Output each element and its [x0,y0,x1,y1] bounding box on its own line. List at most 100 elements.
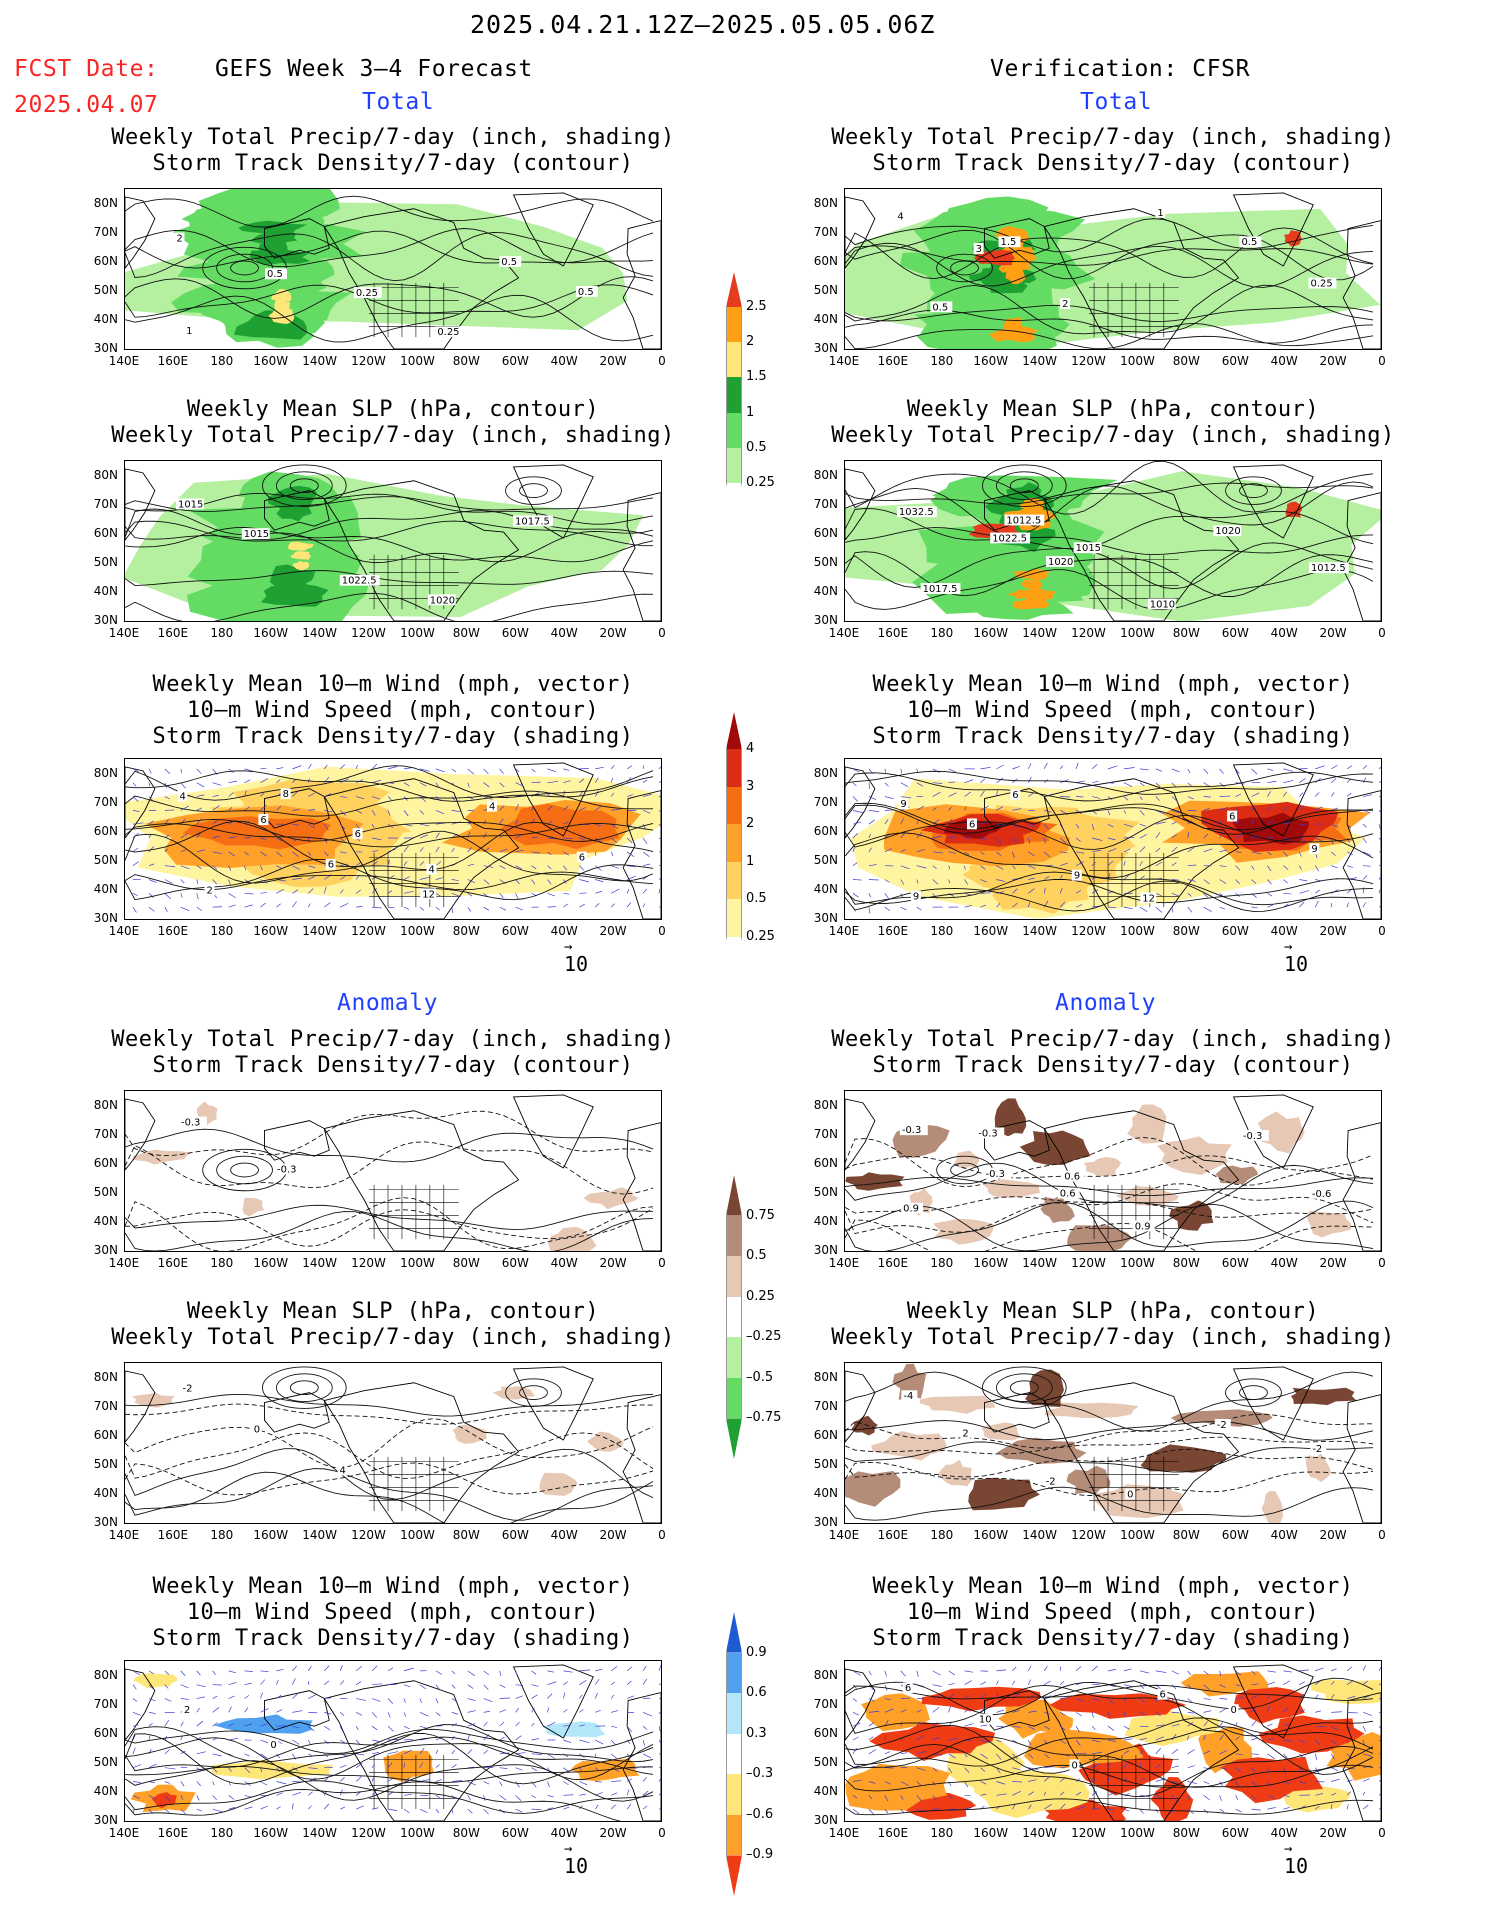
colorbar-label: 0.3 [746,1725,767,1741]
lat-tick-label: 80N [813,1370,838,1384]
lon-tick-label: 160W [253,1528,289,1542]
lat-tick-label: 80N [93,1668,118,1682]
vf-panel-title: Weekly Mean 10–m Wind (mph, vector) 10–m … [814,1574,1412,1652]
lat-tick-label: 30N [813,1515,838,1529]
contour-label: 0.6 [1064,1172,1080,1183]
lon-tick-label: 140E [828,1826,860,1840]
left-section-anomaly: Anomaly [337,990,439,1016]
lon-tick-label: 140W [1022,924,1058,938]
contour-label: 0 [1127,1490,1133,1501]
panel-title-line: Weekly Mean SLP (hPa, contour) [906,1299,1320,1324]
right-section-total: Total [1080,89,1153,115]
lon-tick-label: 60W [1221,1826,1249,1840]
lon-tick-label: 180 [930,1826,954,1840]
lat-tick-label: 60N [93,526,118,540]
colorbar-segment [726,749,742,787]
colorbar-label: 2 [746,334,755,350]
lon-tick-label: 160W [253,1826,289,1840]
lon-tick-label: 140W [302,626,338,640]
vf-panel-title: Weekly Total Precip/7-day (inch, shading… [814,1027,1412,1079]
vf-map-panel: 6 10 0 6 0 [844,1660,1382,1822]
colorbar-segment [726,824,742,862]
lon-tick-label: 40W [550,1528,578,1542]
colorbar-segment [726,1733,742,1775]
colorbar-segment [726,1175,742,1216]
lat-tick-label: 30N [93,1243,118,1257]
lat-tick-label: 50N [813,1457,838,1471]
lon-tick-label: 0 [658,1528,666,1542]
vector-reference-arrow: → [1284,1841,1293,1857]
colorbar-segment [726,1774,742,1815]
contour-label: 1012.5 [1311,563,1346,574]
lon-tick-label: 20W [1319,1256,1347,1270]
lon-tick-label: 160W [973,626,1009,640]
lat-tick-label: 60N [93,1726,118,1740]
lon-tick-label: 80W [1172,924,1200,938]
contour-label: 2 [962,1429,968,1440]
lon-tick-label: 60W [1221,354,1249,368]
lon-tick-label: 180 [930,354,954,368]
lat-tick-label: 50N [93,555,118,569]
colorbar-segment [726,1693,742,1734]
lon-tick-label: 140E [828,354,860,368]
contour-label: 4 [489,802,495,813]
lon-tick-label: 0 [658,924,666,938]
lon-tick-label: 140W [302,354,338,368]
lat-tick-label: 40N [93,312,118,326]
lon-tick-label: 100W [400,1826,435,1840]
lon-tick-label: 20W [599,1256,627,1270]
vector-reference-arrow: → [564,1841,573,1857]
contour-label: -4 [903,1391,913,1402]
lon-tick-label: 40W [550,626,578,640]
lon-tick-label: 140W [1022,1528,1058,1542]
fc-map-panel: 1015 1015 1022.5 1020 1017.5 [124,460,662,622]
contour-label: 0.5 [267,269,283,280]
lon-tick-label: 0 [1378,1256,1386,1270]
panel-title-line: Weekly Mean 10–m Wind (mph, vector) [152,1574,634,1599]
lon-tick-label: 100W [400,626,435,640]
lat-tick-label: 70N [93,225,118,239]
lat-tick-label: 30N [93,613,118,627]
lon-tick-label: 140W [302,1528,338,1542]
contour-label: 1017.5 [515,516,550,527]
fc-panel-title: Weekly Mean SLP (hPa, contour) Weekly Tot… [94,397,692,449]
lon-tick-label: 180 [210,1256,234,1270]
colorbar-label: 0.75 [746,1207,775,1223]
lon-tick-label: 0 [658,354,666,368]
contour-label: 6 [328,860,334,871]
lon-tick-label: 80W [1172,1256,1200,1270]
lon-tick-label: 160E [877,1528,909,1542]
lon-tick-label: 140W [1022,1826,1058,1840]
lon-tick-label: 120W [351,1528,386,1542]
lon-tick-label: 40W [550,1256,578,1270]
vector-reference-value: 10 [564,1854,589,1878]
panel-title-line: 10–m Wind Speed (mph, contour) [906,698,1320,723]
contour-label: 1020 [1048,557,1073,568]
lat-tick-label: 60N [813,1156,838,1170]
contour-label: 9 [913,892,919,903]
lat-tick-label: 50N [813,853,838,867]
fc-panel-title: Weekly Total Precip/7-day (inch, shading… [94,1027,692,1079]
lat-tick-label: 50N [93,283,118,297]
contour-label: 6 [260,815,266,826]
contour-label: -2 [182,1384,192,1395]
colorbar-segment [726,1418,742,1459]
panel-title-line: Weekly Mean 10–m Wind (mph, vector) [872,672,1354,697]
lon-tick-label: 160E [877,626,909,640]
lon-tick-label: 20W [599,354,627,368]
lon-tick-label: 180 [210,354,234,368]
vector-reference-value: 10 [1284,952,1309,976]
lat-tick-label: 80N [813,196,838,210]
lat-tick-label: 40N [93,1486,118,1500]
colorbar-segment [726,1256,742,1297]
contour-label: 1 [186,326,192,337]
lon-tick-label: 40W [1270,924,1298,938]
vector-reference-arrow: → [1284,939,1293,955]
contour-label: 1015 [244,529,269,540]
lon-tick-label: 140E [828,924,860,938]
lon-tick-label: 140E [108,1256,140,1270]
lat-tick-label: 60N [93,254,118,268]
lon-tick-label: 140E [828,1256,860,1270]
lat-tick-label: 70N [93,1127,118,1141]
